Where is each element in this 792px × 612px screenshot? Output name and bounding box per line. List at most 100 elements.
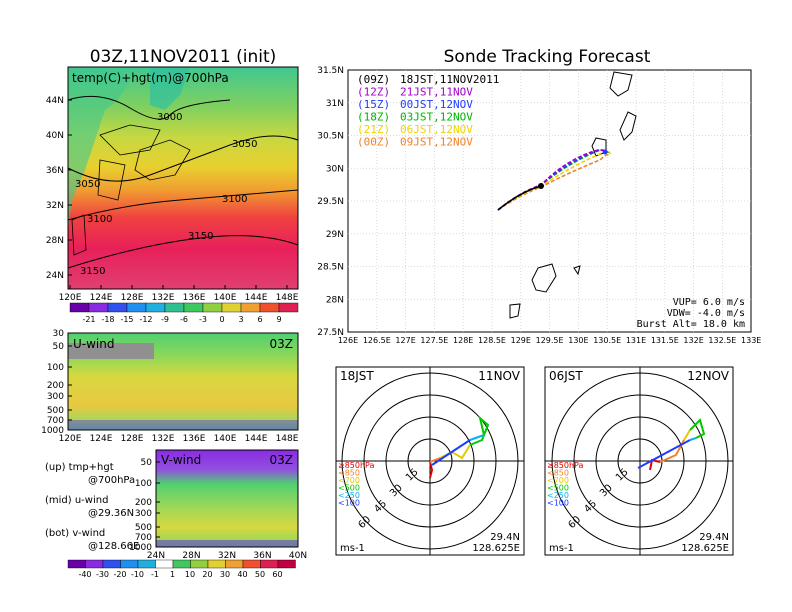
level-legend: <500 — [338, 484, 360, 493]
wind-colorbar-tick-label: 50 — [255, 570, 265, 579]
track-x-tick-label: 131.5E — [651, 336, 679, 345]
colorbar-tick-label: 6 — [257, 315, 262, 324]
u-wind-panel — [67, 332, 299, 431]
wind-colorbar-tick-label: 20 — [202, 570, 212, 579]
colorbar-tick-label: 0 — [219, 315, 224, 324]
legend-code: (09Z) — [357, 73, 390, 86]
track-y-tick-label: 28.5N — [317, 263, 344, 273]
map-y-tick-label: 32N — [46, 201, 64, 211]
wind-colorbar-swatch — [172, 559, 191, 569]
colorbar-swatch — [221, 302, 242, 313]
track-x-tick-label: 132E — [683, 336, 703, 345]
wind-colorbar-swatch — [277, 559, 296, 569]
colorbar-swatch — [126, 302, 147, 313]
track-y-tick-label: 31.5N — [317, 66, 344, 76]
wind-colorbar-swatch — [225, 559, 244, 569]
note-line: (up) tmp+hgt — [45, 462, 114, 473]
v-y-tick-label: 1000 — [129, 543, 152, 553]
track-x-tick-label: 126.5E — [363, 336, 391, 345]
map-y-tick-label: 40N — [46, 131, 64, 141]
wind-colorbar-swatch — [67, 559, 86, 569]
level-legend: <700 — [547, 476, 569, 485]
note-line: @29.36N — [88, 508, 134, 519]
track-plot — [347, 69, 752, 333]
u-x-tick-label: 132E — [152, 434, 175, 444]
legend-code: (15Z) — [357, 98, 390, 111]
wind-colorbar-tick-label: 40 — [237, 570, 247, 579]
hodograph-time: 18JST — [340, 369, 374, 383]
level-legend: ≥850hPa — [547, 461, 584, 470]
wind-colorbar-swatch — [120, 559, 139, 569]
map-y-tick-label: 28N — [46, 236, 64, 246]
wind-colorbar-swatch — [242, 559, 261, 569]
colorbar-tick-label: -18 — [101, 315, 114, 324]
contour-label: 3050 — [232, 139, 257, 150]
legend-entry: 09JST,12NOV — [400, 136, 473, 149]
u-y-tick-label: 500 — [47, 406, 64, 416]
level-legend: <500 — [547, 484, 569, 493]
v-y-tick-label: 50 — [141, 458, 153, 468]
u-y-tick-label: 1000 — [41, 426, 64, 436]
wind-colorbar-tick-label: -1 — [151, 570, 159, 579]
map-label: temp(C)+hgt(m)@700hPa — [72, 71, 229, 85]
map-x-tick-label: 128E — [121, 293, 144, 303]
level-legend: ≥850hPa — [338, 461, 375, 470]
colorbar-swatch — [278, 302, 299, 313]
colorbar-swatch — [88, 302, 109, 313]
track-x-tick-label: 127.5E — [420, 336, 448, 345]
note-line: @128.66E — [88, 541, 139, 552]
track-y-tick-label: 30.5N — [317, 132, 344, 142]
hodograph-trace — [429, 461, 434, 479]
v-y-tick-label: 500 — [135, 523, 152, 533]
track-x-tick-label: 128E — [453, 336, 473, 345]
track-x-tick-label: 128.5E — [478, 336, 506, 345]
hodograph-trace — [431, 439, 471, 466]
map-x-tick-label: 124E — [90, 293, 113, 303]
colorbar-swatch — [107, 302, 128, 313]
track-y-tick-label: 28N — [326, 295, 344, 305]
u-y-tick-label: 300 — [47, 392, 64, 402]
map-y-tick-label: 24N — [46, 271, 64, 281]
v-y-tick-label: 200 — [135, 498, 152, 508]
u-x-tick-label: 144E — [245, 434, 268, 444]
u-x-tick-label: 128E — [121, 434, 144, 444]
legend-entry: 21JST,11NOV — [400, 86, 473, 99]
temperature-colorbar: -21 -18 -15 -12 -9 -6 -3 0 3 6 9 — [69, 302, 299, 324]
right-title: Sonde Tracking Forecast — [444, 47, 651, 67]
v-x-tick-label: 24N — [147, 551, 165, 561]
hodograph-lon: 128.625E — [681, 543, 729, 554]
track-param: VDW= -4.0 m/s — [667, 308, 745, 319]
wind-colorbar-tick-label: -10 — [131, 570, 144, 579]
legend-code: (18Z) — [357, 111, 390, 124]
u-wind-time: 03Z — [270, 337, 294, 351]
u-y-tick-label: 200 — [47, 381, 64, 391]
legend-code: (21Z) — [357, 123, 390, 136]
u-y-tick-label: 700 — [47, 416, 64, 426]
track-x-tick-label: 129E — [511, 336, 531, 345]
u-x-tick-label: 124E — [90, 434, 113, 444]
map-x-tick-label: 144E — [245, 293, 268, 303]
level-legend: <100 — [547, 499, 569, 508]
hodograph-trace — [469, 434, 485, 441]
contour-label: 3150 — [80, 266, 105, 277]
colorbar-swatch — [164, 302, 185, 313]
v-x-tick-label: 28N — [182, 551, 200, 561]
colorbar-tick-label: -15 — [120, 315, 133, 324]
hodograph-trace — [469, 415, 490, 446]
wind-colorbar-tick-label: -30 — [96, 570, 109, 579]
colorbar-swatch — [69, 302, 90, 313]
hodograph-trace — [689, 418, 706, 439]
track-x-tick-label: 130E — [568, 336, 588, 345]
hodograph-date: 11NOV — [478, 369, 520, 383]
track-y-tick-label: 27.5N — [317, 328, 344, 338]
u-y-tick-label: 50 — [53, 342, 65, 352]
wind-colorbar-swatch — [85, 559, 104, 569]
colorbar-swatch — [145, 302, 166, 313]
colorbar-tick-label: -21 — [82, 315, 95, 324]
u-x-tick-label: 120E — [59, 434, 82, 444]
note-line: (mid) u-wind — [45, 495, 108, 506]
note-line: @700hPa — [88, 475, 135, 486]
legend-code: (12Z) — [357, 86, 390, 99]
v-wind-panel — [155, 449, 299, 548]
